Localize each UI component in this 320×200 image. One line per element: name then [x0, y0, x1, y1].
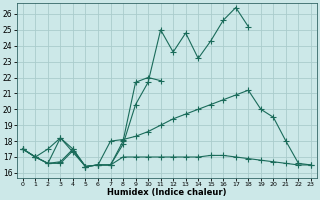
X-axis label: Humidex (Indice chaleur): Humidex (Indice chaleur) — [107, 188, 227, 197]
